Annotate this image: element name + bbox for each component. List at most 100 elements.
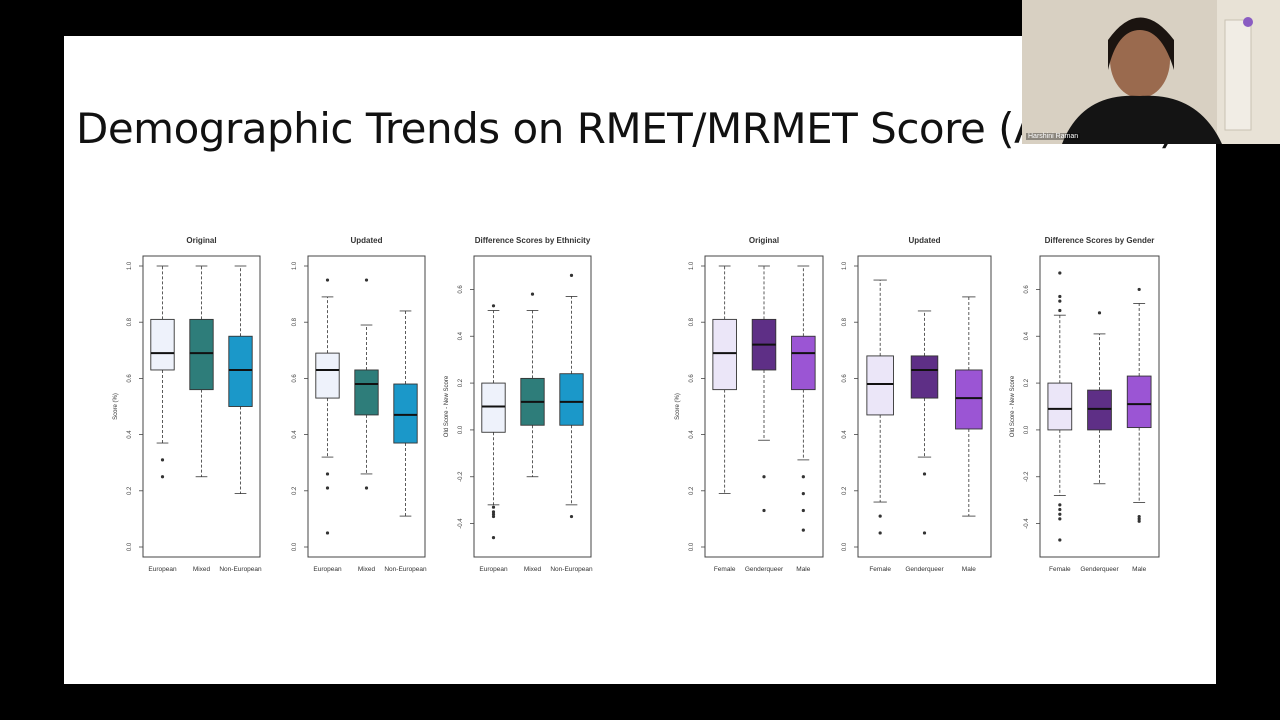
outlier-point (325, 472, 330, 476)
outlier-point (762, 508, 766, 513)
y-tick-label: 0.8 (292, 317, 298, 326)
y-tick-label: -0.2 (458, 471, 464, 482)
outlier-point (1058, 512, 1062, 516)
outlier-point (801, 492, 805, 496)
outlier-point (922, 472, 927, 476)
x-tick-label: Male (962, 566, 976, 573)
y-tick-label: 0.2 (458, 378, 464, 387)
y-tick-label: 0.0 (689, 542, 695, 551)
outlier-point (491, 512, 496, 516)
plot-frame (857, 255, 992, 558)
outlier-point (325, 278, 330, 282)
y-tick-label: 1.0 (842, 261, 848, 270)
participant-name-label: Harshini Raman (1026, 133, 1081, 140)
outlier-point (1058, 507, 1062, 512)
y-tick-label: 0.8 (689, 317, 695, 326)
y-tick-label: 0.4 (1024, 331, 1030, 340)
x-tick-label: Female (869, 566, 891, 573)
x-tick-label: Non-European (550, 566, 593, 573)
chart-title: Difference Scores by Ethnicity (475, 236, 591, 245)
outlier-point (1137, 517, 1141, 521)
outlier-point (801, 475, 805, 479)
outlier-point (569, 273, 574, 277)
x-tick-label: European (148, 566, 177, 573)
webcam-thumbnail[interactable]: Harshini Raman (1022, 0, 1280, 144)
y-tick-label: 0.0 (458, 425, 464, 434)
y-tick-label: 0.6 (127, 374, 133, 383)
y-tick-label: 0.8 (127, 317, 133, 326)
y-tick-label: 0.6 (689, 374, 695, 383)
outlier-point (491, 505, 496, 509)
outlier-point (1058, 517, 1062, 521)
box (559, 373, 584, 426)
x-tick-label: Genderqueer (1080, 566, 1119, 573)
x-tick-label: Genderqueer (745, 566, 784, 573)
y-tick-label: 0.4 (292, 430, 298, 439)
y-axis-label: Old Score - New Score (444, 375, 450, 437)
y-tick-label: 0.4 (689, 430, 695, 439)
plot-frame (473, 255, 592, 558)
chart-title: Updated (351, 236, 383, 245)
y-tick-label: 1.0 (127, 261, 133, 270)
outlier-point (530, 292, 535, 296)
box (955, 369, 983, 430)
box (481, 382, 506, 433)
y-tick-label: 0.2 (842, 486, 848, 495)
x-tick-label: Mixed (193, 566, 211, 573)
y-axis-label: Old Score - New Score (1010, 375, 1016, 437)
outlier-point (364, 278, 369, 282)
box (228, 335, 253, 407)
outlier-point (1058, 503, 1062, 507)
box (393, 383, 418, 444)
x-tick-label: European (313, 566, 342, 573)
outlier-point (1058, 308, 1062, 313)
y-tick-label: 0.4 (458, 331, 464, 340)
y-tick-label: -0.2 (1024, 471, 1030, 482)
outlier-point (878, 531, 882, 535)
outlier-point (1137, 519, 1141, 523)
box (1087, 389, 1112, 431)
x-tick-label: Male (796, 566, 810, 573)
y-tick-label: -0.4 (458, 518, 464, 529)
box (866, 355, 894, 416)
x-tick-label: European (479, 566, 508, 573)
webcam-video-icon (1022, 0, 1280, 144)
plot-frame (142, 255, 261, 558)
outlier-point (325, 531, 330, 535)
y-tick-label: -0.4 (1024, 518, 1030, 529)
plot-frame (307, 255, 426, 558)
outlier-point (491, 536, 496, 540)
y-axis-label: Score (%) (113, 393, 119, 420)
outlier-point (1058, 294, 1062, 299)
y-tick-label: 0.6 (292, 374, 298, 383)
y-tick-label: 0.6 (1024, 285, 1030, 294)
outlier-point (160, 475, 165, 479)
outlier-point (1097, 311, 1102, 315)
y-tick-label: 0.6 (458, 285, 464, 294)
y-tick-label: 0.0 (127, 542, 133, 551)
chart-title: Original (749, 236, 779, 245)
outlier-point (325, 486, 330, 490)
chart-title: Original (186, 236, 216, 245)
outlier-point (1058, 538, 1062, 542)
outlier-point (878, 514, 882, 518)
y-axis-label: Score (%) (675, 393, 681, 420)
outlier-point (1137, 287, 1141, 292)
chart-title: Updated (909, 236, 941, 245)
x-tick-label: Non-European (384, 566, 427, 573)
y-tick-label: 0.4 (127, 430, 133, 439)
outlier-point (364, 486, 369, 490)
y-tick-label: 1.0 (292, 261, 298, 270)
box (189, 318, 214, 391)
presentation-slide: Demographic Trends on RMET/MRMET Score (… (64, 36, 1216, 684)
outlier-point (762, 475, 766, 479)
outlier-point (160, 458, 165, 462)
y-tick-label: 0.2 (689, 486, 695, 495)
y-tick-label: 0.2 (1024, 378, 1030, 387)
y-tick-label: 0.6 (842, 374, 848, 383)
outlier-point (801, 508, 805, 513)
boxplot-charts: Original 0.0 0.2 0.4 0.6 0.8 1.0 Score (%) Europ… (113, 236, 1160, 573)
box (315, 352, 340, 399)
x-tick-label: Female (714, 566, 736, 573)
y-tick-label: 0.8 (842, 317, 848, 326)
